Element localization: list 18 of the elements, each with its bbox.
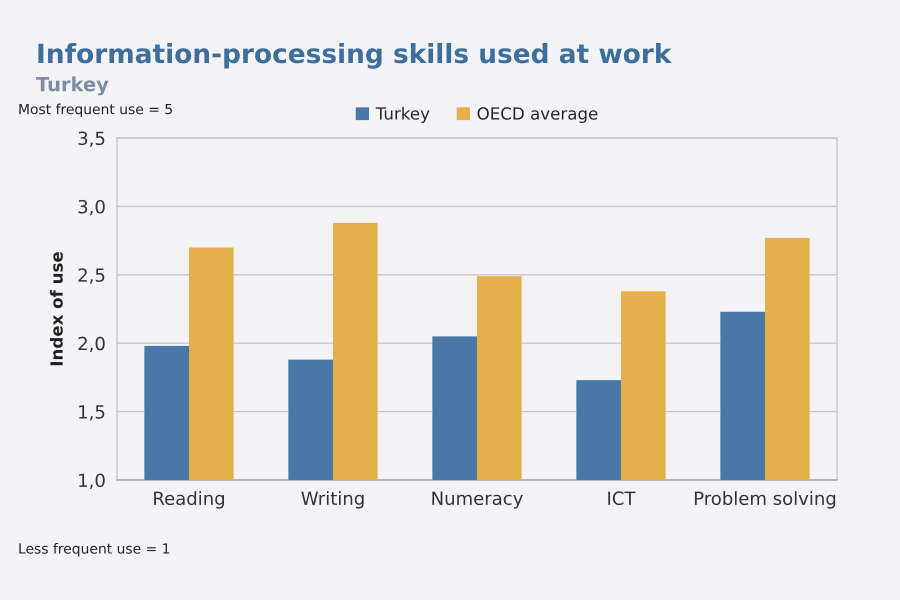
y-tick-label: 2,5 — [78, 268, 104, 284]
text: Most frequent use = 5 — [19, 104, 172, 117]
legend-label: OECD average — [478, 107, 598, 123]
x-tick-label: Writing — [301, 491, 364, 509]
y-axis-title: Index of use — [50, 252, 63, 366]
chart-subtitle: Turkey — [36, 76, 108, 96]
y-tick-label: 1,5 — [79, 405, 104, 421]
y-tick-label: 2,0 — [78, 336, 105, 352]
x-tick-label: Numeracy — [432, 492, 523, 509]
y-tick-label: 1,0 — [79, 473, 105, 489]
chart-title: Information-processing skills used at work — [38, 42, 672, 69]
x-tick-label: Reading — [154, 491, 224, 509]
y-tick-label: 3,5 — [78, 131, 104, 147]
x-tick-label: ICT — [608, 491, 636, 506]
x-tick-label: Problem solving — [694, 491, 836, 509]
y-tick-label: 3,0 — [78, 200, 105, 216]
legend-label: Turkey — [376, 106, 430, 123]
text: Less frequent use = 1 — [19, 543, 170, 556]
